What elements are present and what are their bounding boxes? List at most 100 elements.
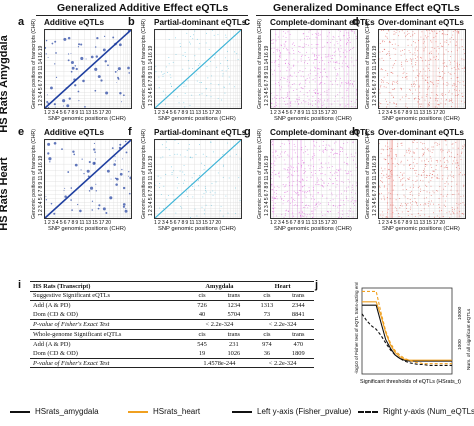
legend-swatch <box>128 410 148 413</box>
legend-entry: HSrats_heart <box>128 407 200 416</box>
table-cell: cis <box>263 330 271 338</box>
chart-left-ylabel: -log10 of Fisher test of eQTL trans-acti… <box>354 282 359 374</box>
panel-letter-a: a <box>18 16 25 28</box>
y-axis-label: Genomic positions of transcripts (CHR) <box>31 19 37 109</box>
table-cell: cis <box>198 330 206 338</box>
table-section-row: Whole-genome Significant eQTLs cis trans ci… <box>30 329 314 339</box>
table-cell: Dom (CD & OD) <box>33 349 78 357</box>
panel-letter-j: j <box>315 279 319 291</box>
legend-label: HSrats_heart <box>153 407 201 416</box>
table-cell: 5704 <box>227 311 241 319</box>
chart-right-tick: 10000 <box>457 306 463 320</box>
legend-entry: Left y-axis (Fisher_pvalue) <box>232 407 351 416</box>
panel-title-c: Complete-dominant eQTLs <box>270 18 375 27</box>
table-cell: 36 <box>263 349 271 357</box>
x-tick-labels: 1 2 3 4 5 6 7 8 9 11 13 15 17 20 <box>270 110 337 116</box>
eqtl-scatter-plot-g <box>270 139 358 219</box>
row-label-amygdala: HS Rats Amygdala <box>0 35 10 133</box>
table-cell: 1026 <box>227 349 241 357</box>
table-cell: 19 <box>198 349 206 357</box>
panel-title-f: Partial-dominant eQTLs <box>154 128 247 137</box>
legend-swatch <box>232 410 252 413</box>
y-tick-labels: 1 2 3 4 5 6 7 8 9 11 14 16 19 <box>38 155 44 216</box>
table-cell: 8841 <box>291 311 305 319</box>
x-tick-labels: 1 2 3 4 5 6 7 8 9 11 13 15 17 20 <box>44 110 111 116</box>
legend-swatch <box>10 410 30 413</box>
panel-letter-f: f <box>128 126 132 138</box>
panel-title-g: Complete-dominant eQTLs <box>270 128 375 137</box>
table-cell: < 2.2e-324 <box>205 321 234 329</box>
table-cell: trans <box>292 292 305 300</box>
eqtl-summary-table: HS Rats (Transcript) Amygdala Heart Suggest… <box>30 281 314 369</box>
eqtl-scatter-plot-d <box>378 29 466 109</box>
table-header-row: HS Rats (Transcript) Amygdala Heart <box>30 282 314 292</box>
table-cell: 1.4578e-244 <box>203 359 236 367</box>
table-pvalue-row: P-value of Fisher's Exact Test < 2.2e-324… <box>30 319 314 330</box>
eqtl-scatter-plot-h <box>378 139 466 219</box>
y-axis-label: Genomic positions of transcripts (CHR) <box>141 129 147 219</box>
x-axis-label: SNP genomic positions (CHR) <box>48 116 126 122</box>
x-axis-label: SNP genomic positions (CHR) <box>382 226 460 232</box>
y-axis-label: Genomic positions of transcripts (CHR) <box>31 129 37 219</box>
eqtl-panel-e: e Additive eQTLs 1 2 3 4 5 6 7 8 9 11 13 1… <box>18 126 138 234</box>
table-row: Dom (CD & OD) 19 1026 36 1809 <box>30 349 314 359</box>
table-cell: Amygdala <box>205 282 234 290</box>
eqtl-panel-b: b Partial-dominant eQTLs 1 2 3 4 5 6 7 8 9… <box>128 16 248 124</box>
y-tick-labels: 1 2 3 4 5 6 7 8 9 11 14 16 19 <box>372 155 378 216</box>
panel-title-b: Partial-dominant eQTLs <box>154 18 247 27</box>
eqtl-scatter-plot-f <box>154 139 242 219</box>
table-cell: 1809 <box>291 349 305 357</box>
series-line-HSrats_amygdala-right <box>361 313 452 366</box>
table-cell: < 2.2e-324 <box>268 359 297 367</box>
x-axis-label: SNP genomic positions (CHR) <box>158 226 236 232</box>
table-cell: trans <box>292 330 305 338</box>
y-axis-label: Genomic positions of transcripts (CHR) <box>365 129 371 219</box>
table-cell: Whole-genome Significant eQTLs <box>33 330 122 338</box>
y-tick-labels: 1 2 3 4 5 6 7 8 9 11 14 16 19 <box>264 155 270 216</box>
table-cell: trans <box>227 330 241 338</box>
panel-letter-e: e <box>18 126 25 138</box>
table-cell: 470 <box>293 340 304 348</box>
table-pvalue-row: P-value of Fisher's Exact Test 1.4578e-24… <box>30 358 314 368</box>
additive-header-rule <box>36 15 248 16</box>
y-axis-label: Genomic positions of transcripts (CHR) <box>257 129 263 219</box>
table-cell: Suggestive Significant eQTLs <box>33 292 111 300</box>
table-row: Add (A & PD) 545 231 974 470 <box>30 339 314 349</box>
legend-swatch <box>358 410 378 413</box>
table-row: Add (A & PD) 726 1234 1313 2344 <box>30 300 314 311</box>
table-cell: HS Rats (Transcript) <box>33 282 91 290</box>
table-cell: Heart <box>274 282 291 290</box>
x-tick-labels: 1 2 3 4 5 6 7 8 9 11 13 15 17 20 <box>270 220 337 226</box>
table-cell: cis <box>198 292 206 300</box>
y-tick-labels: 1 2 3 4 5 6 7 8 9 11 14 16 19 <box>372 45 378 106</box>
threshold-line-chart: -log10 of Fisher test of eQTL trans-acti… <box>354 282 472 385</box>
x-tick-labels: 1 2 3 4 5 6 7 8 9 11 13 15 17 20 <box>154 220 221 226</box>
legend-entry: Right y-axis (Num_eQTLs) <box>358 407 474 416</box>
series-line-HSrats_heart-left <box>362 301 452 361</box>
table-cell: P-value of Fisher's Exact Test <box>33 321 110 329</box>
y-tick-labels: 1 2 3 4 5 6 7 8 9 11 14 16 19 <box>264 45 270 106</box>
table-cell: cis <box>263 292 271 300</box>
table-cell: Add (A & PD) <box>33 302 71 310</box>
row-label-heart: HS Rats Heart <box>0 157 10 231</box>
table-cell: 231 <box>229 340 239 348</box>
eqtl-panel-a: a Additive eQTLs 1 2 3 4 5 6 7 8 9 11 13 1… <box>18 16 138 124</box>
panel-letter-b: b <box>128 16 135 28</box>
panel-letter-g: g <box>244 126 251 138</box>
series-line-HSrats_amygdala-left <box>362 304 452 362</box>
dominance-header-rule <box>256 15 472 16</box>
x-tick-labels: 1 2 3 4 5 6 7 8 9 11 13 15 17 20 <box>378 220 445 226</box>
y-axis-label: Genomic positions of transcripts (CHR) <box>257 19 263 109</box>
plot-area <box>361 287 453 375</box>
x-tick-labels: 1 2 3 4 5 6 7 8 9 11 13 15 17 20 <box>44 220 111 226</box>
chart-right-ylabel: Num. of all significant eQTLs <box>466 308 472 370</box>
table-cell: 1234 <box>227 302 241 310</box>
table-cell: 726 <box>197 302 207 310</box>
x-axis-label: SNP genomic positions (CHR) <box>48 226 126 232</box>
eqtl-scatter-plot-b <box>154 29 242 109</box>
series-line-HSrats_heart-right <box>362 290 452 365</box>
x-axis-label: SNP genomic positions (CHR) <box>382 116 460 122</box>
legend-label: Right y-axis (Num_eQTLs) <box>383 407 474 416</box>
panel-title-e: Additive eQTLs <box>44 128 105 137</box>
panel-letter-i: i <box>18 279 22 291</box>
